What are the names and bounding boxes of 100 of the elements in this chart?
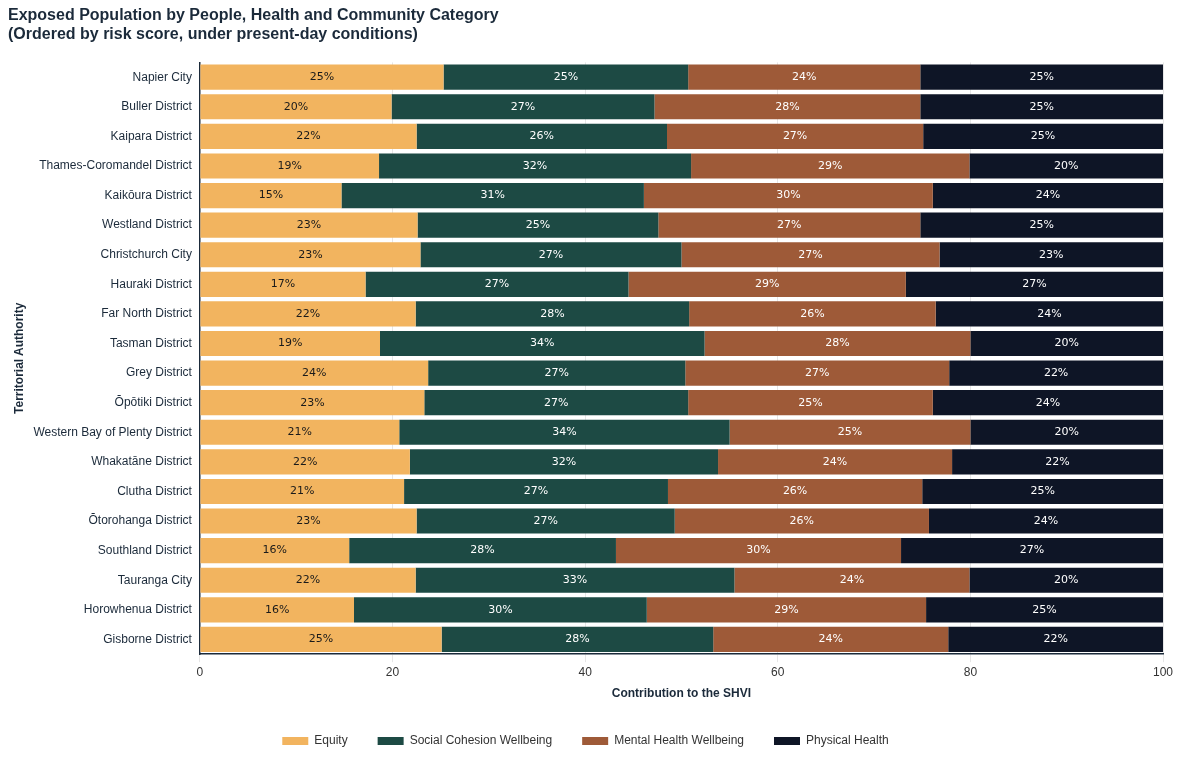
bar	[704, 330, 971, 357]
data-label: 30%	[776, 188, 801, 202]
y-tick-label: Clutha District	[117, 483, 193, 498]
legend-label: Social Cohesion Wellbeing	[409, 733, 553, 748]
bar	[932, 390, 1163, 416]
y-tick-label: Grey District	[125, 365, 193, 380]
data-label: 25%	[837, 425, 863, 439]
bar	[200, 567, 416, 593]
bar	[353, 597, 647, 623]
data-label: 21%	[287, 425, 313, 439]
y-tick-label: Tauranga City	[117, 572, 192, 587]
bar	[615, 538, 902, 564]
bar	[646, 597, 927, 623]
legend-label: Equity	[314, 733, 348, 748]
data-label: 27%	[798, 247, 823, 261]
bar	[949, 360, 1163, 386]
bar	[200, 242, 421, 268]
data-label: 23%	[296, 513, 321, 527]
bar	[923, 123, 1163, 149]
x-tick-label: 100	[1152, 664, 1174, 679]
data-label: 25%	[1029, 70, 1054, 84]
bar	[643, 182, 933, 209]
y-tick-label: Tasman District	[109, 335, 193, 350]
bar	[729, 419, 971, 445]
data-label: 27%	[544, 395, 569, 409]
data-label: 31%	[480, 188, 505, 202]
y-tick-label: Whakatāne District	[91, 454, 193, 469]
bar	[200, 94, 392, 120]
bar	[689, 301, 936, 327]
data-label: 27%	[510, 99, 536, 113]
data-label: 27%	[538, 247, 564, 261]
data-label: 29%	[754, 277, 780, 291]
data-label: 22%	[295, 306, 321, 320]
y-tick-label: Far North District	[101, 306, 193, 321]
data-label: 22%	[296, 129, 321, 143]
bar	[691, 153, 970, 179]
data-label: 34%	[530, 336, 555, 350]
bar	[628, 271, 906, 297]
data-label: 25%	[1029, 99, 1054, 113]
data-label: 28%	[540, 306, 565, 320]
bar	[200, 330, 380, 357]
bar	[365, 271, 629, 297]
data-label: 22%	[292, 454, 318, 468]
bar	[200, 212, 418, 238]
bar	[416, 123, 667, 149]
bar	[441, 626, 714, 652]
data-label: 25%	[309, 70, 335, 84]
bar	[200, 123, 417, 149]
bar	[667, 123, 924, 149]
data-label: 24%	[792, 70, 817, 84]
data-label: 16%	[262, 543, 288, 557]
data-label: 23%	[296, 218, 322, 231]
bar	[200, 419, 400, 445]
bar	[443, 64, 689, 90]
bar	[658, 212, 921, 238]
y-tick-label: Gisborne District	[103, 631, 193, 646]
bar	[734, 567, 970, 593]
bar	[341, 182, 644, 209]
y-tick-label: Thames-Coromandel District	[39, 158, 193, 173]
x-tick-label: 0	[196, 664, 204, 679]
data-label: 25%	[1030, 484, 1055, 498]
legend-label: Mental Health Wellbeing	[614, 733, 745, 748]
data-label: 27%	[544, 365, 569, 379]
bar	[415, 567, 735, 593]
x-tick-label: 60	[771, 664, 785, 679]
bar	[901, 538, 1163, 564]
x-tick-label: 20	[385, 664, 400, 679]
data-label: 23%	[1039, 247, 1064, 261]
data-label: 28%	[470, 543, 495, 557]
data-label: 32%	[551, 454, 577, 468]
data-label: 26%	[529, 129, 555, 143]
data-label: 24%	[1035, 188, 1061, 202]
bar	[654, 94, 921, 120]
bar	[415, 301, 690, 327]
y-tick-label: Kaipara District	[110, 128, 193, 143]
bar	[380, 330, 705, 357]
data-label: 29%	[818, 158, 843, 172]
y-tick-label: Buller District	[121, 99, 193, 114]
data-label: 19%	[277, 158, 302, 172]
data-label: 22%	[1043, 632, 1068, 646]
data-label: 28%	[825, 336, 850, 350]
data-label: 28%	[565, 632, 590, 646]
y-tick-label: Horowhenua District	[83, 602, 193, 617]
data-label: 19%	[277, 336, 303, 350]
data-label: 26%	[789, 513, 815, 527]
data-label: 34%	[552, 425, 577, 439]
bar	[379, 153, 692, 179]
data-label: 15%	[258, 188, 284, 202]
data-label: 24%	[818, 632, 843, 646]
y-tick-label: Christchurch City	[100, 247, 192, 262]
data-label: 24%	[1033, 513, 1059, 527]
data-label: 29%	[774, 602, 799, 616]
bar	[200, 360, 429, 386]
data-label: 27%	[777, 218, 802, 231]
bar	[200, 478, 405, 505]
bar	[969, 567, 1163, 593]
bar	[416, 508, 675, 534]
data-label: 27%	[1022, 277, 1047, 291]
data-label: 28%	[775, 99, 800, 113]
y-axis-title: Territorial Authority	[11, 302, 26, 414]
